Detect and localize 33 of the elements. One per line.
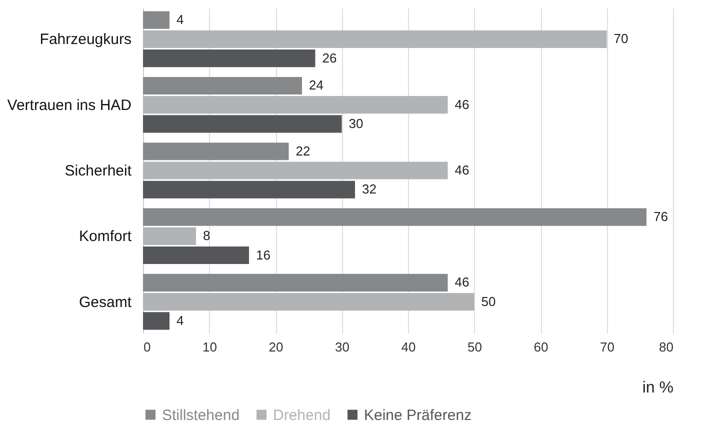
data-label: 26 bbox=[322, 50, 337, 66]
x-tick-label: 60 bbox=[534, 340, 548, 354]
data-label: 32 bbox=[362, 182, 376, 197]
data-label: 24 bbox=[309, 78, 324, 93]
y-tick-label: Fahrzeugkurs bbox=[40, 31, 132, 48]
x-tick-label: 80 bbox=[659, 340, 674, 354]
data-label: 46 bbox=[454, 274, 470, 290]
x-axis-title: in % bbox=[642, 380, 674, 396]
x-tick-label: 20 bbox=[268, 340, 284, 354]
y-tick-label: Komfort bbox=[78, 228, 132, 246]
data-label: 16 bbox=[256, 247, 270, 262]
data-label: 46 bbox=[454, 96, 470, 112]
data-label: 50 bbox=[481, 294, 496, 309]
x-tick-label: 30 bbox=[335, 340, 350, 354]
legend-label: Keine Präferenz bbox=[364, 406, 472, 424]
legend-label: Drehend bbox=[273, 406, 331, 424]
data-label: 70 bbox=[614, 31, 628, 46]
legend-label: Stillstehend bbox=[162, 406, 240, 424]
data-label: 4 bbox=[176, 12, 184, 28]
data-label: 76 bbox=[654, 209, 668, 224]
data-label: 22 bbox=[296, 143, 310, 158]
x-tick-label: 10 bbox=[202, 340, 217, 354]
data-label: 30 bbox=[348, 116, 364, 131]
data-label: 8 bbox=[203, 228, 210, 244]
y-tick-label: Vertrauen ins HAD bbox=[7, 96, 132, 114]
x-tick-label: 50 bbox=[468, 340, 482, 354]
x-tick-label: 40 bbox=[401, 340, 416, 354]
x-tick-label: 70 bbox=[600, 340, 614, 354]
x-tick-label: 0 bbox=[144, 340, 151, 354]
data-label: 4 bbox=[176, 312, 184, 328]
y-tick-label: Gesamt bbox=[78, 294, 132, 311]
data-label: 46 bbox=[454, 162, 470, 178]
y-tick-label: Sicherheit bbox=[64, 162, 132, 180]
